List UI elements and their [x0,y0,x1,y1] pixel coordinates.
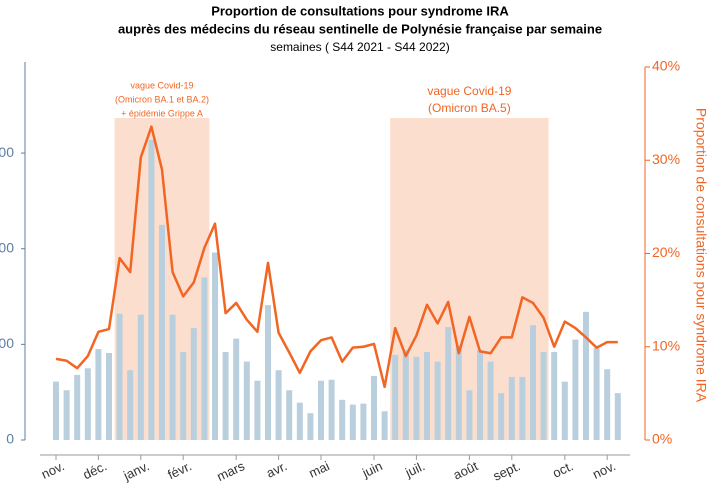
chart-title: Proportion de consultations pour syndrom… [211,3,509,18]
bar [286,390,293,440]
bar [593,348,600,440]
bar [434,361,441,440]
y2-tick-label: 0% [652,431,672,447]
x-tick-label: juin [359,458,385,481]
bar [53,381,59,440]
x-tick-label: sept. [491,458,523,484]
bar [561,381,568,440]
y-tick-label: 0 [6,431,14,447]
bar [63,390,70,440]
bar [116,313,123,440]
bar [498,393,505,440]
bar [106,352,112,440]
x-tick-label: mars [214,458,247,484]
bar [583,311,589,440]
y2-tick-label: 40% [652,58,680,74]
bar [445,327,452,440]
x-tick-label: juil. [402,458,427,480]
bar [339,399,346,440]
x-tick-label: nov. [39,458,67,482]
y2-tick-label: 20% [652,244,680,260]
bar [604,369,611,440]
bar [614,393,621,440]
bar [190,328,197,440]
bar [424,352,430,440]
bar [540,352,547,440]
y-tick-label: 300 [0,144,14,160]
bar [233,338,240,440]
bar [296,402,303,440]
bar [318,380,324,440]
bar [169,314,176,440]
bar [254,380,261,440]
bar [381,411,388,440]
bar [212,252,218,440]
bar [360,403,367,440]
bar [265,305,271,440]
bar [243,361,250,440]
bar [530,325,536,440]
annotation-text: vague Covid-19 [130,80,193,90]
bar [159,224,165,440]
line-series [55,125,618,389]
annotation-text: (Omicron BA.5) [428,101,511,115]
x-tick-label: avr. [264,458,289,480]
bar [307,413,314,440]
x-tick-label: févr. [165,458,194,482]
x-tick-label: nov. [590,458,618,482]
bar [127,370,134,440]
bar [455,345,462,440]
bar [508,376,515,440]
y2-axis-title: Proportion de consultations pour syndrom… [693,108,709,403]
x-tick-label: août [451,458,481,482]
bar [487,361,494,440]
annotation-text: vague Covid-19 [427,84,511,98]
annotation-text: (Omicron BA.1 et BA.2) [115,94,209,104]
bar [371,375,377,440]
x-tick-label: janv. [120,458,151,483]
y-tick-label: 100 [0,335,14,351]
bar [572,339,579,440]
bar [137,314,144,440]
bar [349,404,356,440]
bar [275,370,282,440]
bar [466,390,473,440]
bar [180,352,187,440]
y2-tick-label: 30% [652,151,680,167]
bar [413,356,420,440]
bar [402,350,409,440]
bar [148,139,155,440]
y-tick-label: 200 [0,239,14,255]
bar [201,277,208,440]
x-axis-title: semaines ( S44 2021 - S44 2022) [270,40,449,54]
bar [551,352,558,440]
annotation-text: + épidémie Grippe A [121,108,203,118]
bar [74,374,81,440]
x-tick-label: oct. [550,458,575,480]
x-tick-label: mai [306,458,331,480]
bar [84,368,91,440]
bar [392,354,399,440]
bar [477,350,483,440]
x-tick-label: déc. [81,458,110,482]
bar [95,349,102,440]
bar [222,352,229,440]
chart-subtitle: auprès des médecins du réseau sentinelle… [118,21,602,36]
y2-tick-label: 10% [652,337,680,353]
bar [519,376,526,440]
bar [328,379,335,440]
